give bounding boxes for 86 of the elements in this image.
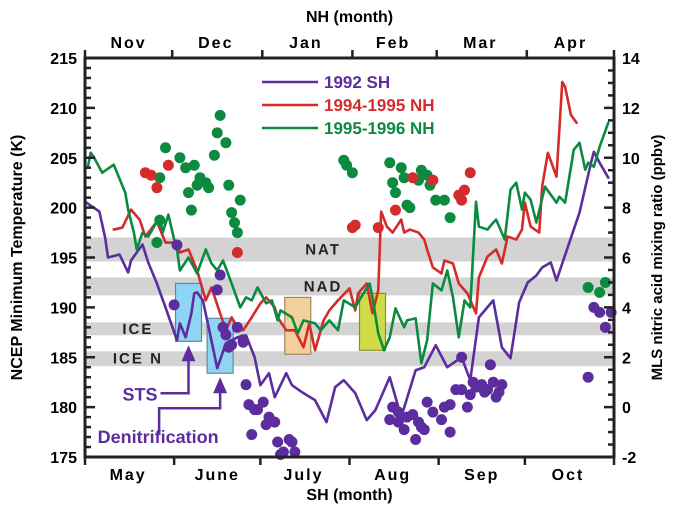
band-label: NAD — [304, 278, 342, 296]
point — [387, 177, 398, 188]
y2-tick-label: 10 — [622, 150, 640, 168]
point — [154, 214, 166, 226]
y2-tick-label: 0 — [622, 400, 631, 418]
point — [404, 202, 416, 214]
x2-axis-title: NH (month) — [306, 9, 394, 26]
band-label: ICE — [122, 320, 154, 338]
point — [220, 137, 232, 148]
x-tick-label: Sep — [464, 467, 500, 484]
x2-tick-label: Dec — [198, 35, 234, 52]
annotation: STS — [122, 384, 158, 404]
point — [396, 162, 407, 174]
point — [390, 187, 401, 198]
x-tick-label: Oct — [552, 467, 584, 484]
y2-tick-label: 6 — [622, 250, 631, 268]
x2-tick-label: Nov — [110, 35, 147, 52]
x-axis-title: SH (month) — [306, 487, 393, 504]
y-tick-label: 185 — [50, 350, 78, 368]
x2-tick-label: Mar — [463, 35, 498, 52]
x-tick-label: July — [283, 467, 324, 484]
y-tick-label: 195 — [50, 250, 78, 268]
point — [160, 142, 171, 154]
point — [582, 282, 594, 293]
point — [407, 172, 418, 184]
point — [232, 227, 243, 238]
point — [384, 157, 396, 168]
x-tick-label: June — [194, 467, 240, 484]
y-tick-label: 205 — [50, 150, 78, 168]
point — [226, 207, 238, 218]
point — [346, 167, 358, 178]
point — [188, 160, 200, 171]
point — [341, 160, 352, 171]
point — [372, 222, 384, 234]
point — [162, 160, 174, 171]
point — [234, 194, 246, 206]
y-tick-label: 190 — [50, 300, 78, 318]
point — [350, 220, 361, 231]
point — [212, 127, 223, 138]
point — [151, 182, 162, 194]
legend-label: 1994-1995 NH — [324, 96, 435, 115]
point — [151, 237, 162, 248]
x2-tick-label: Jan — [289, 35, 323, 52]
point — [438, 194, 450, 206]
point — [180, 162, 192, 174]
x2-tick-label: Feb — [376, 35, 410, 52]
y-tick-label: 200 — [50, 200, 78, 218]
point — [444, 212, 456, 224]
band-label: NAT — [305, 242, 341, 259]
point — [456, 194, 468, 206]
point — [174, 152, 186, 164]
point — [214, 110, 226, 121]
point — [229, 217, 240, 228]
point — [208, 150, 220, 161]
x-tick-label: Aug — [374, 467, 412, 484]
y-tick-label: 215 — [50, 51, 78, 68]
y2-tick-label: 4 — [622, 300, 631, 318]
y-tick-label: 180 — [50, 400, 78, 418]
y-tick-label: 210 — [50, 100, 78, 118]
annotation: Denitrification — [98, 427, 219, 448]
y2-tick-label: 14 — [622, 51, 640, 68]
point — [232, 247, 243, 258]
point — [183, 187, 194, 198]
point — [427, 174, 438, 186]
point — [192, 180, 203, 191]
band-label: ICE N — [112, 350, 163, 368]
y2-tick-label: -2 — [622, 450, 636, 467]
point — [146, 170, 157, 181]
y2-tick-label: 8 — [622, 200, 631, 218]
point — [594, 286, 606, 298]
point — [600, 276, 611, 288]
x2-tick-label: Apr — [554, 35, 588, 52]
y2-tick-label: 2 — [622, 350, 631, 368]
y-tick-label: 175 — [50, 450, 78, 467]
line-series — [86, 122, 610, 365]
legend-label: 1995-1996 NH — [324, 119, 435, 138]
x-tick-label: May — [110, 467, 147, 484]
point — [464, 167, 476, 178]
point — [223, 180, 234, 191]
y2-tick-label: 12 — [622, 100, 640, 118]
y2-axis-title: MLS nitric acid mixing ratio (ppbv) — [649, 134, 666, 380]
y-axis-title: NCEP Minimum Temperature (K) — [9, 134, 26, 380]
legend-label: 1992 SH — [324, 73, 390, 92]
point — [390, 204, 401, 216]
point — [186, 204, 197, 216]
point — [203, 182, 214, 194]
